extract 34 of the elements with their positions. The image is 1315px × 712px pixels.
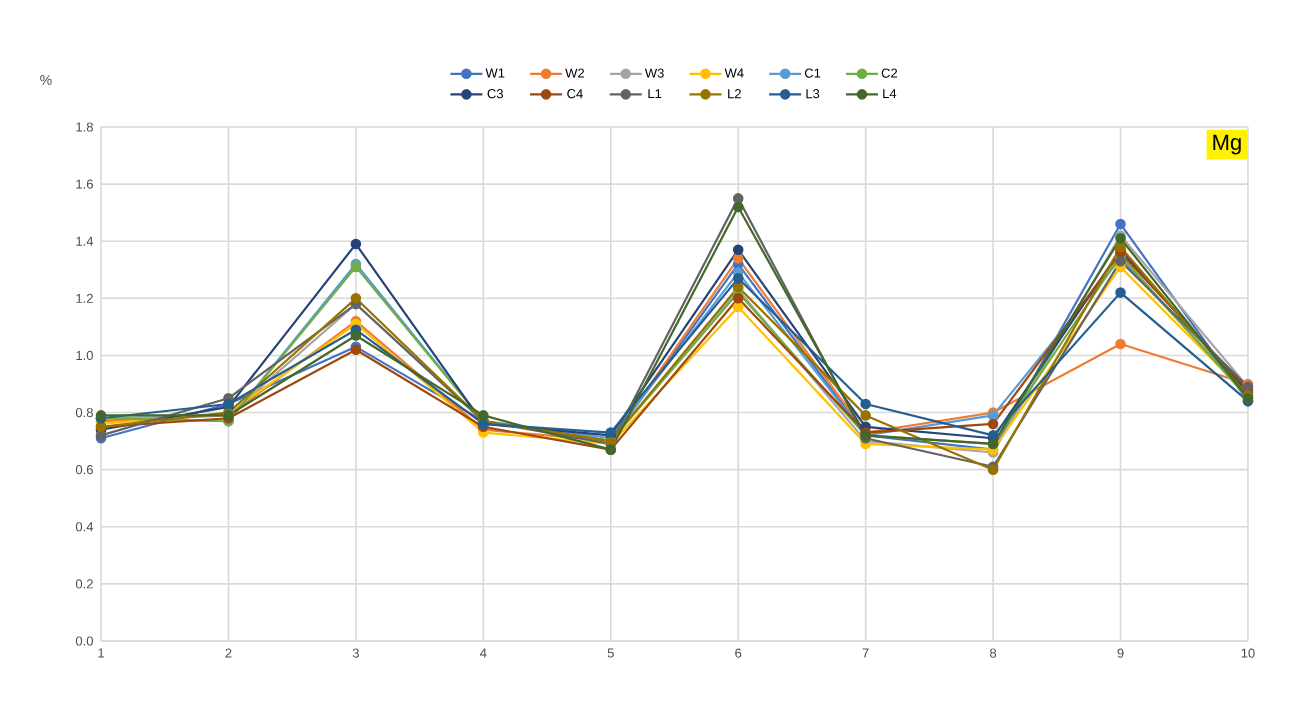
- y-tick-label: 0.4: [75, 522, 94, 532]
- x-tick-label: 4: [480, 648, 487, 658]
- y-axis-title: %: [40, 75, 52, 85]
- y-tick-label: 0.8: [75, 407, 93, 418]
- x-tick-label: 9: [1117, 648, 1124, 658]
- y-tick-label: 1.8: [76, 122, 93, 132]
- legend-label: C1: [804, 68, 821, 78]
- x-tick-label: 6: [735, 648, 742, 658]
- legend-label: W2: [565, 68, 585, 78]
- x-tick-label: 5: [607, 648, 614, 658]
- legend-label: L1: [648, 89, 662, 99]
- y-tick-label: 1.2: [76, 293, 93, 303]
- y-tick-label: 0.0: [75, 636, 93, 646]
- legend-label: W4: [724, 68, 744, 78]
- legend-label: W1: [485, 68, 505, 78]
- legend-label: C3: [487, 89, 503, 99]
- x-tick-label: 10: [1241, 648, 1255, 658]
- legend-label: W3: [644, 68, 664, 78]
- x-tick-label: 8: [990, 648, 997, 658]
- legend-label: C4: [567, 89, 583, 99]
- legend-label: C2: [881, 68, 898, 78]
- annotation: Mg: [1213, 134, 1241, 155]
- legend-label: L2: [728, 89, 741, 99]
- y-tick-label: 1.6: [76, 179, 93, 189]
- x-tick-label: 2: [225, 648, 232, 658]
- y-tick-label: 1.4: [76, 236, 94, 246]
- y-tick-label: 0.2: [75, 579, 93, 589]
- x-tick-label: 7: [862, 648, 869, 658]
- legend-label: L4: [883, 89, 897, 99]
- y-tick-label: 1.0: [76, 350, 93, 361]
- legend-label: L3: [806, 89, 820, 99]
- x-tick-label: 3: [352, 648, 359, 658]
- y-tick-label: 0.6: [75, 465, 93, 475]
- x-tick-label: 1: [98, 648, 104, 658]
